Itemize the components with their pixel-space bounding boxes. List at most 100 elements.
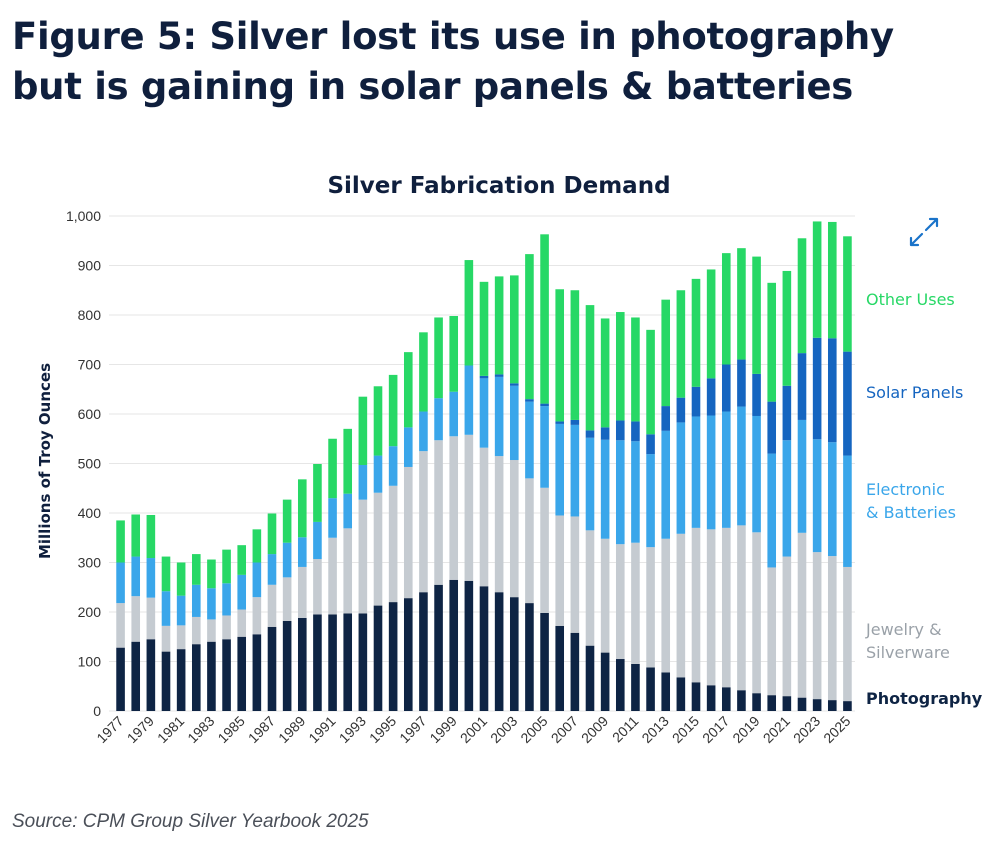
bar-stack-2010 [615,312,625,711]
bar-segment-solar [615,420,625,441]
bar-segment-electronic [313,521,322,560]
legend-label: Silverware [866,643,950,662]
bar-segment-jewelry [146,597,156,640]
bar-segment-other [706,269,716,379]
bar-segment-photography [661,672,671,711]
bar-segment-solar [767,401,777,454]
bar-segment-photography [600,652,610,711]
bar-segment-jewelry [176,625,186,650]
bar-segment-other [222,549,231,584]
bar-segment-jewelry [570,516,580,633]
x-tick-label: 2011 [609,713,642,746]
x-tick-label: 2007 [548,713,581,746]
bar-segment-other [161,556,171,592]
bar-segment-electronic [752,415,761,533]
bar-segment-photography [131,641,141,711]
bar-segment-photography [297,617,307,711]
bar-segment-electronic [706,415,716,530]
bar-stack-1980 [161,556,171,711]
bar-stacks [116,221,852,712]
y-tick-label: 400 [78,505,102,521]
bar-segment-photography [116,647,125,711]
x-tick-label: 2015 [669,713,702,746]
expand-icon[interactable] [908,216,940,248]
bar-segment-other [373,386,383,456]
bar-segment-photography [388,602,398,711]
bar-stack-1997 [419,332,428,711]
bar-segment-electronic [176,595,186,626]
x-tick-label: 1993 [336,713,369,746]
bar-segment-other [691,278,701,387]
bar-stack-2013 [661,299,671,711]
bar-segment-jewelry [525,478,534,604]
bar-segment-photography [737,690,746,711]
bar-segment-photography [782,696,792,711]
x-tick-label: 1987 [245,713,278,746]
bar-segment-solar [540,403,549,407]
bar-segment-jewelry [585,530,595,646]
bar-segment-other [131,514,141,557]
bar-segment-jewelry [343,528,353,614]
bar-segment-jewelry [782,556,792,697]
bar-segment-photography [812,699,822,711]
bar-segment-electronic [525,401,534,479]
bar-segment-other [343,428,353,494]
bar-stack-2019 [752,256,761,711]
bar-stack-2021 [782,270,792,711]
x-tick-label: 2013 [638,713,671,746]
bar-segment-other [843,236,852,352]
bar-segment-electronic [843,455,852,567]
bar-segment-photography [570,632,580,711]
bar-segment-photography [176,649,186,712]
bar-stack-1979 [146,514,156,711]
bar-stack-1995 [388,374,398,711]
bar-stack-2012 [646,329,655,711]
bar-stack-1985 [237,545,247,711]
bar-segment-electronic [252,562,262,598]
bar-segment-jewelry [646,547,655,668]
bar-segment-electronic [812,439,822,553]
bar-segment-photography [752,693,761,711]
bar-stack-1988 [282,499,292,711]
bar-segment-electronic [373,455,383,493]
bar-segment-photography [403,598,413,711]
bar-stack-2004 [525,254,534,711]
bar-segment-other [146,514,156,559]
bar-segment-electronic [509,385,519,461]
bar-stack-2003 [509,275,519,711]
bar-segment-jewelry [706,529,716,686]
bar-segment-solar [585,430,595,438]
bar-segment-electronic [464,365,474,435]
bar-segment-photography [464,580,474,711]
bar-segment-other [509,275,519,384]
x-tick-label: 1983 [184,713,217,746]
y-tick-label: 600 [78,406,102,422]
y-axis-label: Millions of Troy Ounces [36,363,54,559]
bar-segment-jewelry [161,625,171,652]
bar-stack-1987 [267,513,277,711]
bar-segment-solar [752,373,761,416]
x-tick-label: 1999 [426,713,459,746]
source-note: Source: CPM Group Silver Yearbook 2025 [12,811,369,832]
x-tick-label: 2025 [820,713,853,746]
bar-segment-electronic [827,442,837,557]
bar-segment-electronic [767,453,777,568]
bar-segment-jewelry [358,499,368,614]
bar-segment-photography [343,613,353,711]
bar-segment-electronic [191,584,201,617]
bar-segment-photography [827,700,837,711]
x-tick-label: 2021 [760,713,793,746]
bar-segment-photography [721,687,731,711]
bar-segment-electronic [449,391,459,437]
bar-segment-photography [191,644,201,711]
y-tick-label: 0 [93,703,101,719]
bar-segment-electronic [676,422,686,534]
bar-segment-jewelry [267,584,277,627]
bar-segment-other [494,276,504,375]
bar-segment-electronic [161,591,171,626]
legend-label: Jewelry & [865,620,942,639]
chart-title: Silver Fabrication Demand [327,173,670,199]
legend-label: & Batteries [866,503,956,522]
y-tick-label: 300 [78,555,102,571]
bar-segment-other [403,352,413,428]
